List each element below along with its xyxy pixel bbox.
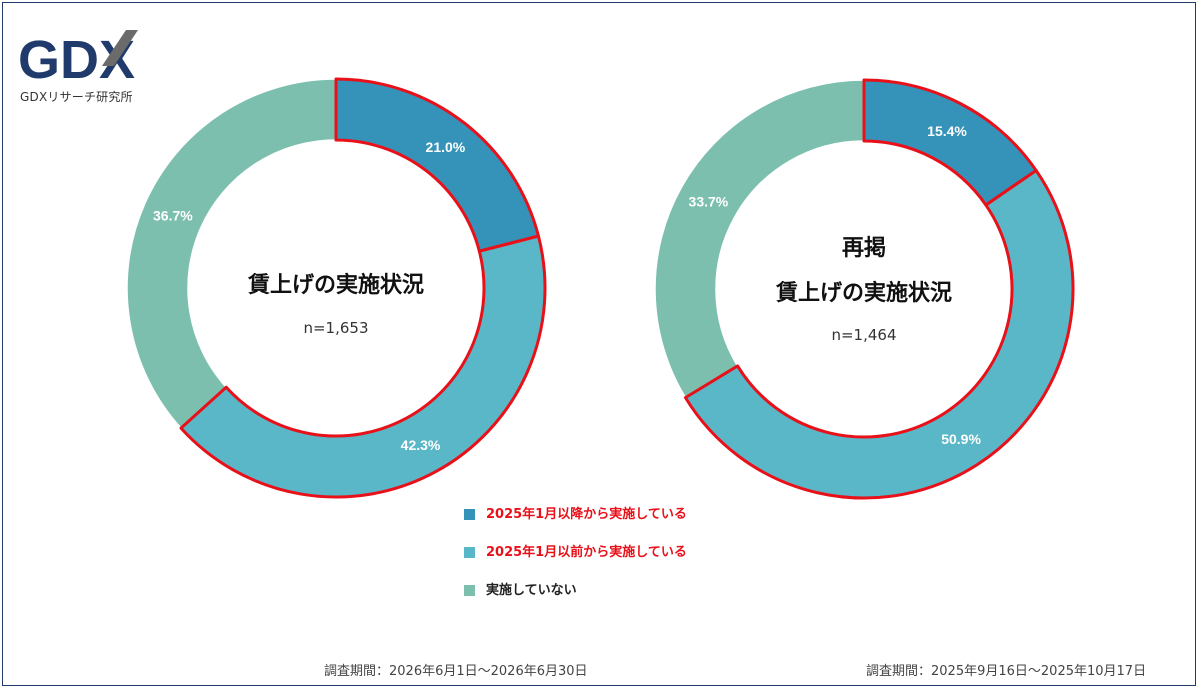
- legend-swatch: [464, 509, 475, 520]
- legend-label: 2025年1月以降から実施している: [486, 507, 687, 522]
- slice-value-label-1-1: 50.9%: [941, 431, 981, 447]
- donut-slice-outline-1-1: [683, 168, 1075, 500]
- chart-title-1: 賃上げの実施状況: [775, 280, 952, 306]
- slice-value-label-1-0: 15.4%: [927, 123, 967, 139]
- legend-swatch: [464, 585, 475, 596]
- legend-label: 2025年1月以前から実施している: [486, 545, 687, 560]
- donut-slice-outline-0-1: [179, 234, 547, 499]
- gdx-logo-icon: GDX: [18, 30, 138, 88]
- logo-caption: GDXリサーチ研究所: [20, 90, 133, 104]
- logo-accent-stroke: [102, 30, 138, 66]
- donut-slice-0-2: [126, 78, 337, 430]
- sample-size-0: n=1,653: [303, 319, 368, 337]
- donut-slice-1-2: [654, 79, 865, 399]
- legend-label: 実施していない: [486, 583, 577, 598]
- slice-value-label-1-2: 33.7%: [689, 194, 729, 210]
- legend-swatch: [464, 547, 475, 558]
- brand-logo: GDX GDXリサーチ研究所: [18, 28, 158, 108]
- chart-title-line1-1: 再掲: [842, 235, 886, 261]
- survey-period-left: 調査期間：2026年6月1日～2026年6月30日: [324, 664, 588, 679]
- slice-value-label-0-2: 36.7%: [153, 208, 193, 224]
- survey-period-right: 調査期間：2025年9月16日～2025年10月17日: [866, 664, 1147, 679]
- chart-title-0: 賃上げの実施状況: [247, 272, 424, 298]
- slice-value-label-0-1: 42.3%: [401, 437, 441, 453]
- sample-size-1: n=1,464: [831, 326, 896, 344]
- slice-value-label-0-0: 21.0%: [426, 139, 466, 155]
